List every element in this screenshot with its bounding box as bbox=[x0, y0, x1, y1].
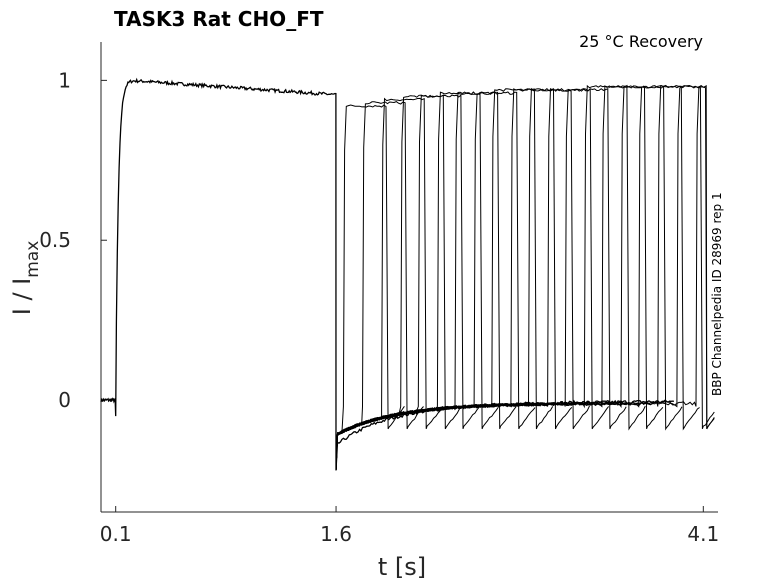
condition-annotation: 25 °C Recovery bbox=[579, 32, 703, 51]
chart-title: TASK3 Rat CHO_FT bbox=[114, 7, 324, 31]
test-pulse-trace-7 bbox=[335, 91, 536, 471]
x-tick-label-0: 0.1 bbox=[100, 522, 132, 546]
test-pulse-trace-0 bbox=[335, 104, 405, 471]
axes: 0.1 1.6 4.1 0 0.5 1 bbox=[39, 42, 719, 546]
test-pulse-trace-18 bbox=[335, 85, 715, 471]
traces bbox=[100, 77, 715, 471]
test-pulse-trace-19 bbox=[335, 85, 715, 471]
test-pulse-trace-1 bbox=[335, 101, 424, 471]
y-axis-label-main: I / I bbox=[8, 278, 36, 316]
y-axis-label-sub: max bbox=[23, 241, 43, 278]
y-tick-label-2: 1 bbox=[58, 68, 71, 92]
x-tick-label-1: 1.6 bbox=[320, 522, 352, 546]
x-tick-label-2: 4.1 bbox=[687, 522, 719, 546]
side-label: BBP Channelpedia ID 28969 rep 1 bbox=[710, 192, 724, 396]
y-axis-label: I / Imax bbox=[8, 241, 43, 316]
x-axis-label: t [s] bbox=[378, 553, 426, 581]
y-tick-label-1: 0.5 bbox=[39, 228, 71, 252]
y-tick-label-0: 0 bbox=[58, 388, 71, 412]
